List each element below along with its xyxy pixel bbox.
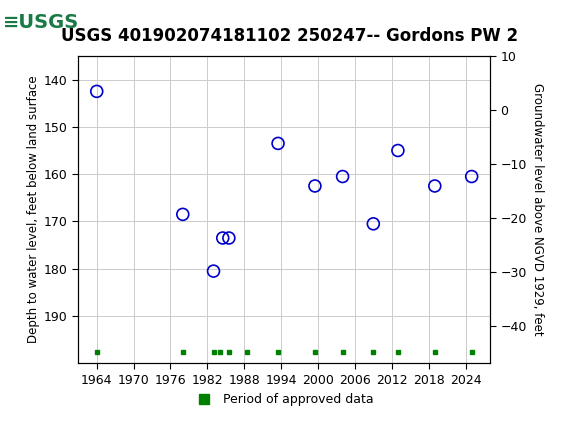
Point <box>209 267 218 275</box>
Y-axis label: Depth to water level, feet below land surface: Depth to water level, feet below land su… <box>27 76 40 344</box>
Point <box>273 140 282 147</box>
Point <box>369 221 378 227</box>
Point <box>178 211 187 218</box>
Point <box>92 88 101 95</box>
Point <box>467 173 476 180</box>
Y-axis label: Groundwater level above NGVD 1929, feet: Groundwater level above NGVD 1929, feet <box>531 83 544 336</box>
Point <box>224 235 234 242</box>
Legend: Period of approved data: Period of approved data <box>190 388 379 411</box>
Text: ≡USGS: ≡USGS <box>2 13 79 32</box>
Point <box>430 183 440 190</box>
Point <box>338 173 347 180</box>
FancyBboxPatch shape <box>3 3 78 42</box>
Point <box>310 183 320 190</box>
Text: USGS 401902074181102 250247-- Gordons PW 2: USGS 401902074181102 250247-- Gordons PW… <box>61 27 519 45</box>
Point <box>393 147 403 154</box>
Point <box>218 235 227 242</box>
